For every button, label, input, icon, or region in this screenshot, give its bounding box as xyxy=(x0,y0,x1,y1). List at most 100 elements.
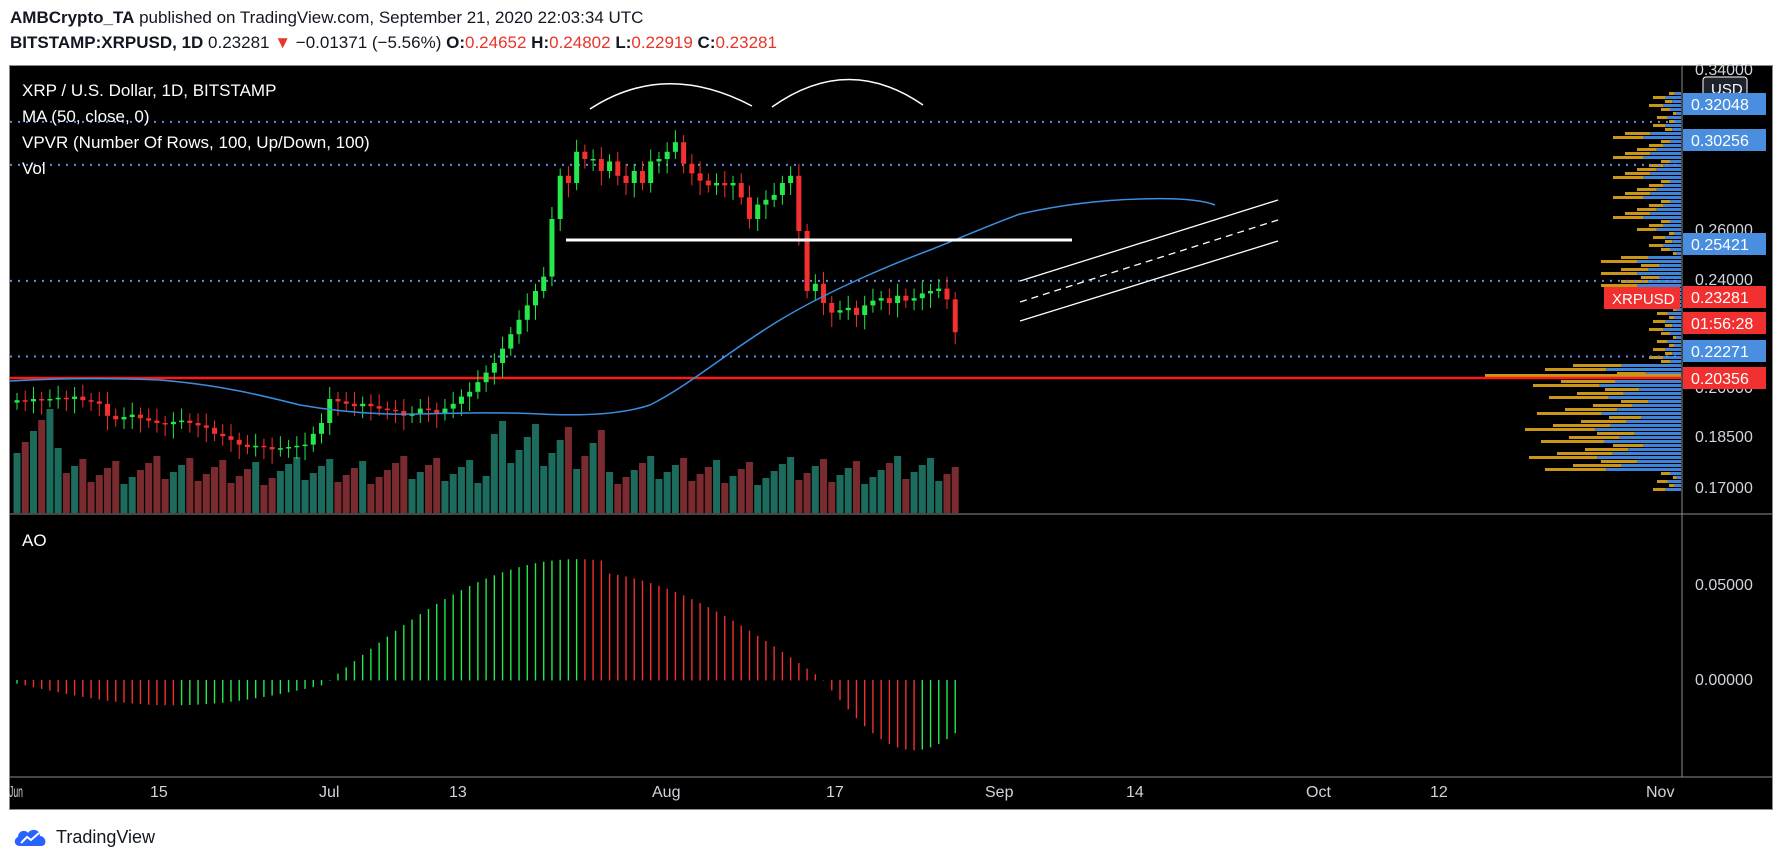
horizontal-levels xyxy=(10,120,1682,380)
vpvr-up-bar xyxy=(1637,208,1657,211)
price-label: 0.25421 xyxy=(1691,237,1749,254)
time-tick: 17 xyxy=(826,784,844,801)
volume-bar xyxy=(844,468,852,513)
candle-body xyxy=(393,409,399,412)
vpvr-up-bar xyxy=(1669,120,1675,123)
volume-bars xyxy=(13,409,959,513)
price-tick: 0.18500 xyxy=(1695,429,1753,446)
candle-body xyxy=(30,399,36,402)
double-top-arc-left xyxy=(589,83,753,110)
vpvr-down-bar xyxy=(1648,280,1681,283)
vpvr-down-bar xyxy=(1667,312,1681,315)
double-top-arc-right xyxy=(771,78,924,108)
candle-body xyxy=(228,436,234,440)
vpvr-down-bar xyxy=(1670,200,1681,203)
vpvr-down-bar xyxy=(1608,396,1681,399)
vpvr-down-bar xyxy=(1628,448,1681,451)
candle-body xyxy=(590,159,596,161)
candle-body xyxy=(615,161,621,176)
tradingview-cloud-icon xyxy=(14,829,46,846)
vpvr-down-bar xyxy=(1626,420,1681,423)
volume-bar xyxy=(38,420,46,513)
vpvr-down-bar xyxy=(1610,424,1681,427)
candle-body xyxy=(639,171,645,183)
volume-bar xyxy=(301,480,309,513)
vpvr-up-bar xyxy=(1601,460,1637,463)
vpvr-down-bar xyxy=(1648,268,1681,271)
volume-bar xyxy=(531,424,539,513)
volume-bar xyxy=(268,478,276,513)
candle-body xyxy=(170,421,176,425)
candle-body xyxy=(845,307,851,311)
time-tick: 15 xyxy=(150,784,168,801)
symbol-info: BITSTAMP:XRPUSD, 1D 0.23281 ▼ −0.01371 (… xyxy=(10,33,777,53)
volume-bar xyxy=(630,470,638,513)
vpvr-up-bar xyxy=(1613,136,1644,139)
candle-body xyxy=(656,159,662,162)
candle-body xyxy=(351,403,357,407)
vpvr-up-bar xyxy=(1625,212,1651,215)
candle-body xyxy=(187,420,193,423)
vpvr-down-bar xyxy=(1663,104,1681,107)
volume-bar xyxy=(696,474,704,513)
volume-bar xyxy=(202,474,210,513)
channel-lower xyxy=(1019,240,1279,322)
vpvr-up-bar xyxy=(1613,156,1644,159)
vpvr-up-bar xyxy=(1577,392,1624,395)
volume-bar xyxy=(523,437,531,513)
candle-body xyxy=(401,411,407,416)
ao-legend[interactable]: AO xyxy=(22,531,47,550)
volume-bar xyxy=(112,461,120,513)
vpvr-down-bar xyxy=(1663,184,1681,187)
vpvr-up-bar xyxy=(1649,184,1664,187)
publisher-name[interactable]: AMBCrypto_TA xyxy=(10,8,135,27)
vpvr-up-bar xyxy=(1653,236,1666,239)
candle-body xyxy=(360,403,366,407)
vpvr-up-bar xyxy=(1593,404,1633,407)
channel-upper xyxy=(1019,199,1279,282)
tradingview-logo[interactable]: TradingView xyxy=(12,826,155,848)
volume-bar xyxy=(71,466,79,513)
candle-body xyxy=(886,298,892,303)
candle-body xyxy=(220,433,226,437)
chart-frame[interactable] xyxy=(9,65,1773,810)
vpvr-down-bar xyxy=(1617,408,1681,411)
volume-bar xyxy=(54,448,62,513)
candle-body xyxy=(294,445,300,448)
time-tick: Sep xyxy=(985,784,1014,801)
vpvr-up-bar xyxy=(1637,228,1657,231)
candle-body xyxy=(80,396,86,401)
vpvr-down-bar xyxy=(1670,472,1681,475)
vpvr-down-bar xyxy=(1637,460,1681,463)
volume-bar xyxy=(499,421,507,513)
vpvr-down-bar xyxy=(1634,432,1681,435)
vpvr-up-bar xyxy=(1553,424,1611,427)
vpvr-up-bar xyxy=(1641,264,1659,267)
vol-legend[interactable]: Vol xyxy=(22,159,46,178)
volume-bar xyxy=(128,477,136,513)
candle-body xyxy=(269,447,275,450)
vpvr-up-bar xyxy=(1625,192,1651,195)
vpvr-legend[interactable]: VPVR (Number Of Rows, 100, Up/Down, 100) xyxy=(22,133,370,152)
volume-bar xyxy=(482,476,490,513)
volume-bar xyxy=(581,456,589,513)
ma-legend[interactable]: MA (50, close, 0) xyxy=(22,107,150,126)
ao-tick: 0.00000 xyxy=(1695,672,1753,689)
vpvr-up-bar xyxy=(1585,448,1629,451)
vpvr-up-bar xyxy=(1649,104,1664,107)
volume-bar xyxy=(293,457,301,513)
volume-bar xyxy=(285,464,293,513)
volume-bar xyxy=(252,462,260,513)
vpvr-down-bar xyxy=(1670,108,1681,111)
price-label-box xyxy=(1683,312,1766,334)
symbol-tag: XRPUSD xyxy=(1612,291,1675,308)
candle-body xyxy=(491,363,497,373)
vpvr-down-bar xyxy=(1639,388,1681,391)
volume-bar xyxy=(573,469,581,513)
candle-body xyxy=(598,159,604,171)
volume-bar xyxy=(762,478,770,513)
vpvr-down-bar xyxy=(1650,172,1681,175)
vpvr-up-bar xyxy=(1545,368,1607,371)
candle-body xyxy=(763,199,769,205)
